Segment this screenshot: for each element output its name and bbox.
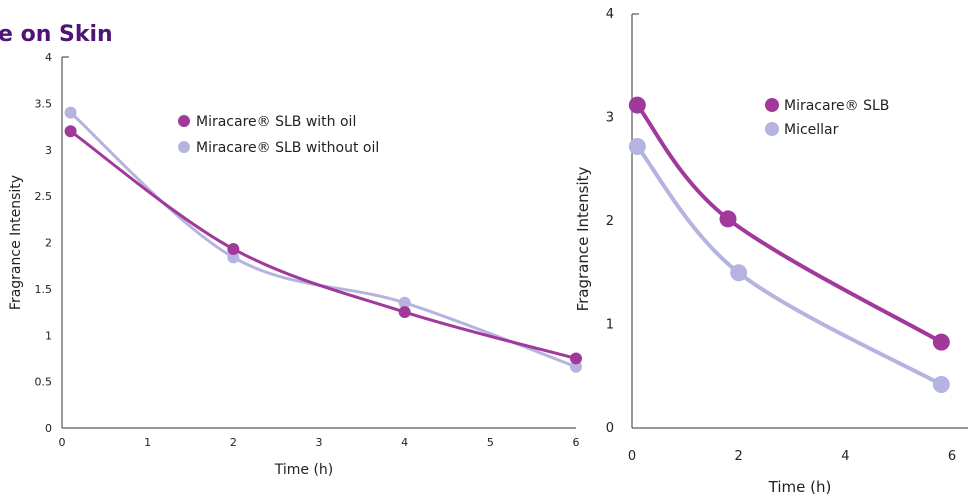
y-tick-label: 2 xyxy=(606,214,614,229)
y-tick-label: 0 xyxy=(606,421,614,436)
data-point xyxy=(570,360,582,373)
x-tick-label: 6 xyxy=(573,436,580,449)
data-point xyxy=(64,106,77,119)
x-tick-label: 4 xyxy=(841,449,849,464)
data-point xyxy=(64,125,77,138)
data-point xyxy=(932,333,950,351)
data-point xyxy=(570,352,582,365)
x-tick-label: 0 xyxy=(628,449,636,464)
x-tick-label: 3 xyxy=(316,436,323,449)
data-point xyxy=(628,137,646,155)
data-point xyxy=(628,96,646,114)
x-axis-title: Time (h) xyxy=(274,462,334,478)
x-tick-label: 4 xyxy=(401,436,408,449)
y-tick-label: 0.5 xyxy=(35,376,53,389)
series-line xyxy=(69,129,578,360)
page-title: e on Skin xyxy=(0,22,113,47)
data-point xyxy=(932,376,950,394)
y-tick-label: 4 xyxy=(45,51,52,64)
data-point xyxy=(719,210,737,228)
legend-marker xyxy=(178,141,190,153)
data-point xyxy=(398,296,411,309)
legend-label: Miracare® SLB xyxy=(784,98,889,114)
y-tick-label: 2.5 xyxy=(35,190,53,203)
y-tick-label: 1 xyxy=(45,329,52,342)
y-tick-label: 0 xyxy=(45,422,52,435)
x-tick-label: 2 xyxy=(230,436,237,449)
legend-marker xyxy=(765,98,779,112)
legend-marker xyxy=(178,115,190,127)
y-tick-label: 3 xyxy=(606,111,614,126)
legend-label: Micellar xyxy=(784,122,839,138)
y-tick-label: 3 xyxy=(45,144,52,157)
data-point xyxy=(227,242,240,255)
x-tick-label: 5 xyxy=(487,436,494,449)
y-tick-label: 1.5 xyxy=(35,283,53,296)
y-tick-label: 4 xyxy=(606,7,614,22)
legend-marker xyxy=(765,122,779,136)
y-tick-label: 2 xyxy=(45,237,52,250)
y-tick-label: 3.5 xyxy=(35,97,53,110)
series-line xyxy=(635,144,944,387)
y-tick-label: 1 xyxy=(606,318,614,333)
x-tick-label: 1 xyxy=(144,436,151,449)
x-axis-title: Time (h) xyxy=(768,478,832,496)
y-axis-title: Fragrance Intensity xyxy=(574,166,592,311)
x-tick-label: 6 xyxy=(948,449,956,464)
x-tick-label: 2 xyxy=(735,449,743,464)
data-point xyxy=(398,306,411,319)
y-axis-title: Fragrance Intensity xyxy=(8,175,24,310)
legend-label: Miracare® SLB with oil xyxy=(196,114,356,130)
data-point xyxy=(730,264,748,282)
legend-label: Miracare® SLB without oil xyxy=(196,140,379,156)
x-tick-label: 0 xyxy=(59,436,66,449)
data-point xyxy=(227,251,240,264)
